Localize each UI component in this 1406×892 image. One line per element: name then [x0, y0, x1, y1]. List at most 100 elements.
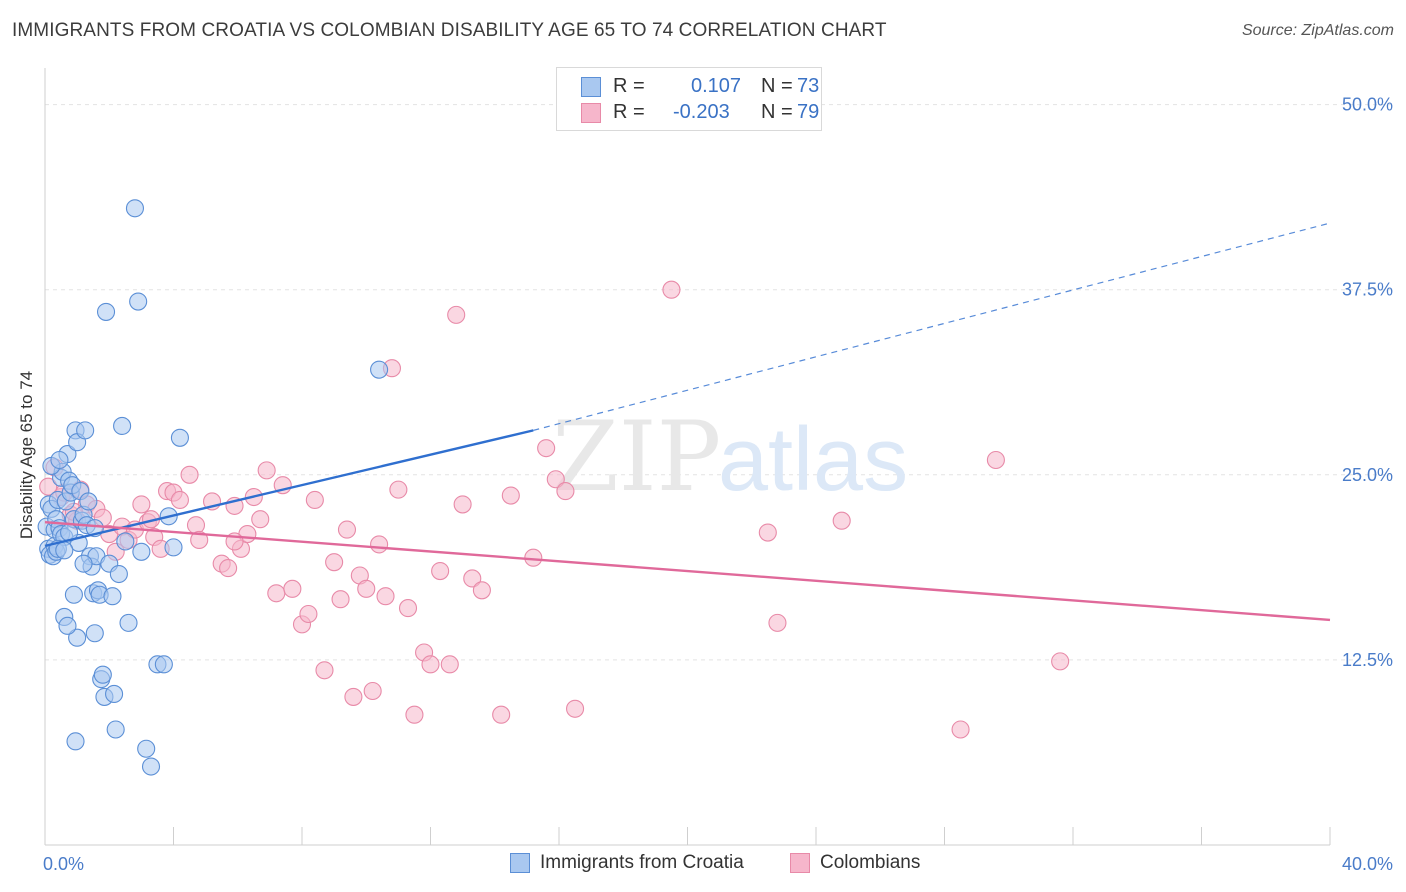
- colombians-point: [257, 461, 276, 480]
- colombians-point: [832, 511, 851, 530]
- colombians-point: [305, 490, 324, 510]
- croatia-point: [103, 587, 122, 606]
- legend-r-value: 0.107: [691, 75, 742, 97]
- colombians-point: [546, 470, 565, 489]
- colombians-point: [537, 439, 556, 458]
- watermark-atlas: atlas: [718, 410, 908, 510]
- stats-legend: R = 0.107 N = 73 R = -0.203 N = 79: [556, 67, 822, 131]
- chart-title: IMMIGRANTS FROM CROATIA VS COLOMBIAN DIS…: [12, 20, 887, 41]
- croatia-point: [109, 564, 128, 584]
- colombians-point: [190, 530, 209, 550]
- y-tick-label: 25.0%: [1342, 465, 1393, 485]
- croatia-point: [370, 360, 389, 379]
- colombians-point: [501, 486, 520, 505]
- colombians-point: [337, 520, 357, 539]
- legend-label-croatia: Immigrants from Croatia: [540, 852, 744, 873]
- colombians-point: [472, 581, 491, 600]
- colombians-point: [463, 569, 482, 588]
- colombians-point: [251, 510, 270, 529]
- croatia-point: [58, 616, 77, 635]
- colombians-point: [662, 280, 681, 299]
- tick-labels: 12.5% 25.0% 37.5% 50.0% 0.0% 40.0%: [43, 95, 1393, 874]
- colombians-point: [132, 495, 151, 514]
- legend-swatch-colombians: [790, 853, 810, 873]
- legend-n-label: N =: [761, 75, 793, 97]
- legend-n-value: 73: [797, 75, 820, 97]
- croatia-point: [119, 613, 138, 632]
- legend-n-value: 79: [797, 101, 820, 123]
- colombians-point: [363, 681, 382, 701]
- croatia-point: [129, 292, 148, 311]
- colombians-point: [186, 516, 206, 535]
- colombians-point: [431, 562, 450, 581]
- colombians-point: [331, 590, 350, 609]
- colombians-point: [180, 465, 199, 484]
- y-axis-label: Disability Age 65 to 74: [17, 371, 36, 539]
- colombians-point: [283, 579, 302, 598]
- watermark-zip: ZIP: [552, 401, 721, 513]
- croatia-point: [164, 538, 183, 557]
- source-label: Source: ZipAtlas.com: [1241, 22, 1394, 39]
- croatia-point: [105, 684, 124, 704]
- colombians-point: [986, 450, 1005, 470]
- croatia-point: [93, 665, 112, 684]
- colombians-point: [405, 705, 424, 724]
- axes: [44, 68, 1331, 846]
- croatia-point: [55, 541, 74, 560]
- croatia-point: [113, 416, 132, 435]
- croatia-point: [85, 624, 104, 643]
- colombians-point: [421, 655, 440, 674]
- colombians-point: [299, 604, 318, 624]
- croatia-point: [116, 532, 135, 551]
- croatia-trend-line: [44, 429, 534, 548]
- legend-label-colombians: Colombians: [820, 852, 921, 873]
- colombians-point: [325, 553, 344, 572]
- legend-swatch-colombians: [581, 103, 601, 123]
- y-tick-label: 12.5%: [1342, 650, 1393, 670]
- legend-n-label: N =: [761, 101, 793, 123]
- croatia-point: [74, 554, 93, 573]
- colombians-point: [1051, 652, 1070, 671]
- colombians-point: [453, 495, 472, 514]
- colombians-point: [556, 482, 575, 501]
- series-croatia: [37, 199, 389, 776]
- legend-r-label: R =: [613, 75, 645, 97]
- colombians-point: [758, 523, 777, 542]
- croatia-point: [132, 542, 151, 561]
- colombians-point: [768, 613, 787, 632]
- colombians-point: [315, 661, 334, 680]
- croatia-point: [96, 302, 116, 321]
- colombians-point: [447, 305, 466, 324]
- colombians-point: [376, 587, 395, 606]
- croatia-point: [64, 585, 83, 604]
- colombians-point: [39, 477, 58, 496]
- croatia-point: [154, 655, 173, 674]
- y-tick-label: 50.0%: [1342, 95, 1393, 115]
- croatia-point: [68, 628, 87, 647]
- colombians-point: [344, 687, 363, 706]
- colombians-point: [951, 720, 970, 739]
- croatia-point: [141, 757, 161, 776]
- croatia-point: [137, 739, 156, 758]
- y-tick-label: 37.5%: [1342, 280, 1393, 300]
- legend-r-value: -0.203: [673, 101, 730, 123]
- croatia-point: [79, 492, 98, 511]
- colombians-point: [219, 559, 238, 578]
- legend-swatch-croatia: [581, 77, 601, 97]
- croatia-point: [50, 450, 69, 470]
- colombians-point: [370, 535, 389, 554]
- colombians-point: [357, 579, 376, 598]
- croatia-point: [66, 732, 85, 751]
- colombians-point: [440, 655, 459, 674]
- colombians-point: [170, 490, 189, 510]
- trend-lines: [44, 222, 1331, 622]
- croatia-point: [106, 720, 125, 739]
- colombians-point: [267, 584, 286, 603]
- croatia-trend-extension: [533, 222, 1331, 431]
- colombians-point: [389, 480, 408, 499]
- colombians-point: [566, 699, 585, 718]
- croatia-point: [170, 428, 189, 447]
- legend-swatch-croatia: [510, 853, 530, 873]
- x-tick-label: 0.0%: [43, 854, 84, 874]
